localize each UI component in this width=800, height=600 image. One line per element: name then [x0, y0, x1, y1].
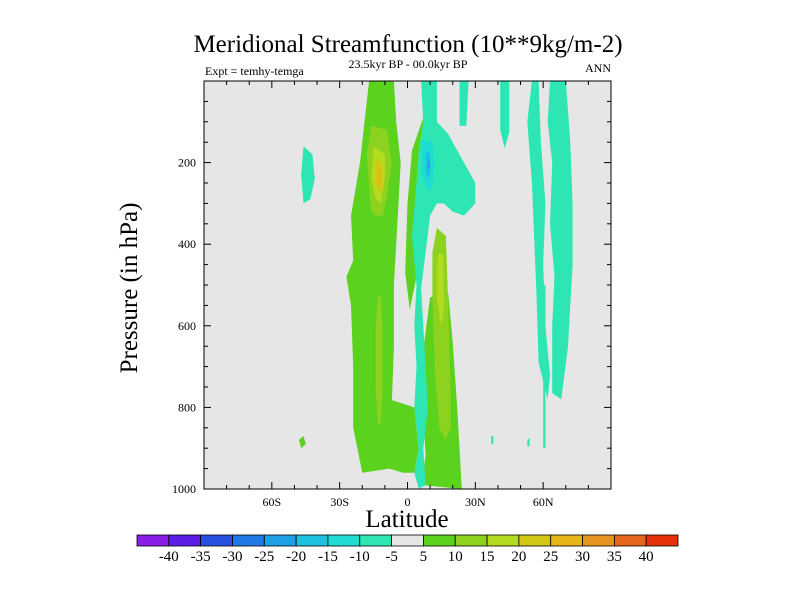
- colorbar: -40 -35 -30 -25 -20 -15 -10 -5 5 10 15 20 25 30 35 40: [136, 534, 679, 565]
- colorbar-label: -15: [318, 549, 338, 565]
- season-label: ANN: [585, 61, 611, 75]
- x-tick-label: 30N: [465, 495, 486, 509]
- contour-gold-lower-nh: [436, 252, 444, 326]
- colorbar-swatch: [518, 534, 552, 547]
- x-tick-label: 0: [405, 495, 411, 509]
- colorbar-label: 25: [543, 549, 558, 565]
- colorbar-swatch: [136, 534, 170, 547]
- contour-green-west-dot: [299, 436, 306, 449]
- contour-cyan-dot-54n: [527, 438, 530, 447]
- colorbar-swatch: [486, 534, 520, 547]
- contour-green-lower-band: [389, 399, 419, 473]
- colorbar-swatch: [168, 534, 202, 547]
- colorbar-label: -10: [350, 549, 370, 565]
- colorbar-swatch: [327, 534, 361, 547]
- colorbar-label: -35: [191, 549, 211, 565]
- colorbar-swatch: [645, 534, 679, 547]
- colorbar-label: -20: [286, 549, 306, 565]
- y-tick-label: 200: [178, 156, 196, 170]
- x-tick-label: 60N: [533, 495, 554, 509]
- colorbar-label: 15: [480, 549, 495, 565]
- colorbar-label: -30: [222, 549, 242, 565]
- contour-dark-blue-dot: [427, 160, 431, 169]
- contour-cyan-dot-38n: [491, 436, 494, 445]
- x-axis-label: Latitude: [365, 506, 448, 533]
- colorbar-swatch: [295, 534, 329, 547]
- colorbar-swatch: [391, 534, 424, 547]
- colorbar-swatch: [454, 534, 488, 547]
- colorbar-swatch: [613, 534, 647, 547]
- colorbar-label: 5: [420, 549, 428, 565]
- contour-cyan-band-a: [459, 81, 469, 126]
- chart-subtitle: 23.5kyr BP - 00.0kyr BP: [349, 57, 468, 71]
- y-tick-label: 400: [178, 237, 196, 251]
- colorbar-swatch: [423, 534, 456, 547]
- contour-red-core: [378, 168, 381, 185]
- colorbar-label: 20: [511, 549, 526, 565]
- y-tick-label: 600: [178, 319, 196, 333]
- contour-cyan-band-b: [500, 81, 510, 149]
- colorbar-label: 10: [448, 549, 463, 565]
- chart-title: Meridional Streamfunction (10**9kg/m-2): [193, 31, 622, 58]
- colorbar-swatch: [582, 534, 615, 547]
- colorbar-swatch: [232, 534, 265, 547]
- contour-cyan-west-blob: [301, 146, 315, 204]
- y-tick-label: 800: [178, 400, 196, 414]
- colorbar-label: -40: [159, 549, 179, 565]
- contour-yellow-lower-left: [375, 293, 383, 424]
- colorbar-label: 40: [639, 549, 654, 565]
- colorbar-swatch: [263, 534, 297, 547]
- colorbar-swatch: [200, 534, 233, 547]
- colorbar-label: -25: [254, 549, 274, 565]
- contour-cyan-strip-60n: [543, 285, 546, 449]
- colorbar-label: 30: [575, 549, 590, 565]
- contour-blue-core: [425, 150, 431, 179]
- colorbar-swatch: [550, 534, 583, 547]
- colorbar-label: 35: [607, 549, 622, 565]
- colorbar-swatch: [359, 534, 392, 547]
- contour-fills: [299, 81, 573, 489]
- axis-ticks: 60S 30S 0 30N 60N 200 400 600 800 1000: [172, 80, 612, 509]
- experiment-label: Expt = temhy-temga: [205, 64, 304, 78]
- x-tick-label: 60S: [262, 495, 281, 509]
- x-tick-label: 30S: [330, 495, 349, 509]
- colorbar-label: -5: [385, 549, 398, 565]
- y-axis-label: Pressure (in hPa): [116, 203, 143, 374]
- contour-cyan-column-east: [547, 81, 573, 400]
- y-tick-label: 1000: [172, 482, 196, 496]
